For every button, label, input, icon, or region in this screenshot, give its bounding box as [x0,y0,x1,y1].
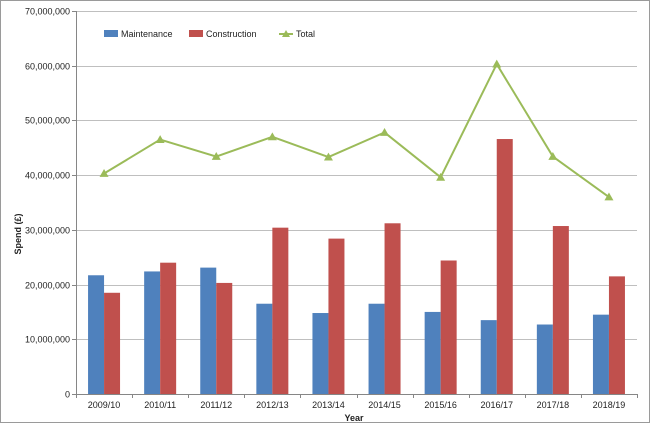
bar-maintenance [200,267,217,394]
point-total [323,152,333,161]
point-total [436,172,446,181]
bar-maintenance [424,311,441,394]
bar-construction [440,260,457,394]
legend-swatch-maintenance [104,30,118,37]
x-tick-label: 2009/10 [88,400,121,410]
bar-maintenance [144,271,161,394]
point-total [492,59,502,68]
legend-label-total: Total [296,29,315,39]
bars [88,139,625,394]
bar-construction [160,262,177,394]
bar-maintenance [312,313,329,394]
x-tick-label: 2016/17 [480,400,513,410]
bar-maintenance [88,275,105,394]
point-total [548,152,558,160]
x-tick-label: 2017/18 [537,400,570,410]
point-total [380,127,390,136]
bar-construction [608,276,625,394]
x-axis-title: Year [344,413,364,423]
legend-label-construction: Construction [206,29,257,39]
bar-maintenance [592,314,609,394]
y-tick-label: 40,000,000 [25,171,70,181]
x-tick-label: 2013/14 [312,400,345,410]
bar-construction [384,223,401,394]
x-tick-label: 2012/13 [256,400,289,410]
bar-construction [104,292,121,394]
y-tick-label: 60,000,000 [25,62,70,72]
point-total [604,192,614,201]
bar-construction [216,282,233,394]
x-tick-label: 2018/19 [593,400,626,410]
bar-construction [272,227,289,394]
bar-maintenance [368,303,385,394]
point-total [267,132,277,141]
total-line [99,59,614,201]
y-tick-label: 70,000,000 [25,7,70,17]
x-tick-label: 2015/16 [424,400,457,410]
y-tick-label: 10,000,000 [25,335,70,345]
line-total [103,61,610,198]
legend-label-maintenance: Maintenance [121,29,173,39]
bar-maintenance [536,324,553,394]
axes [76,11,638,398]
y-tick-label: 20,000,000 [25,281,70,291]
y-tick-label: 30,000,000 [25,226,70,236]
bar-construction [496,139,513,394]
legend-swatch-construction [189,30,203,37]
legend-marker-total [282,30,290,37]
y-axis-title: Spend (£) [13,213,23,254]
x-tick-label: 2014/15 [368,400,401,410]
bar-maintenance [256,303,273,394]
y-tick-label: 0 [65,390,70,400]
point-total [155,135,165,143]
legend: Maintenance Construction Total [104,29,315,39]
point-total [211,152,221,160]
bar-maintenance [480,320,497,394]
bar-construction [552,226,569,394]
bar-construction [328,238,345,394]
y-tick-labels: 0 10,000,000 20,000,000 30,000,000 40,000,00… [25,7,70,400]
x-tick-labels: 2009/10 2010/11 2011/12 2012/13 2013/14 2014/… [88,400,625,410]
y-tick-label: 50,000,000 [25,116,70,126]
x-tick-label: 2011/12 [200,400,232,410]
point-total [99,169,109,177]
x-tick-label: 2010/11 [144,400,176,410]
